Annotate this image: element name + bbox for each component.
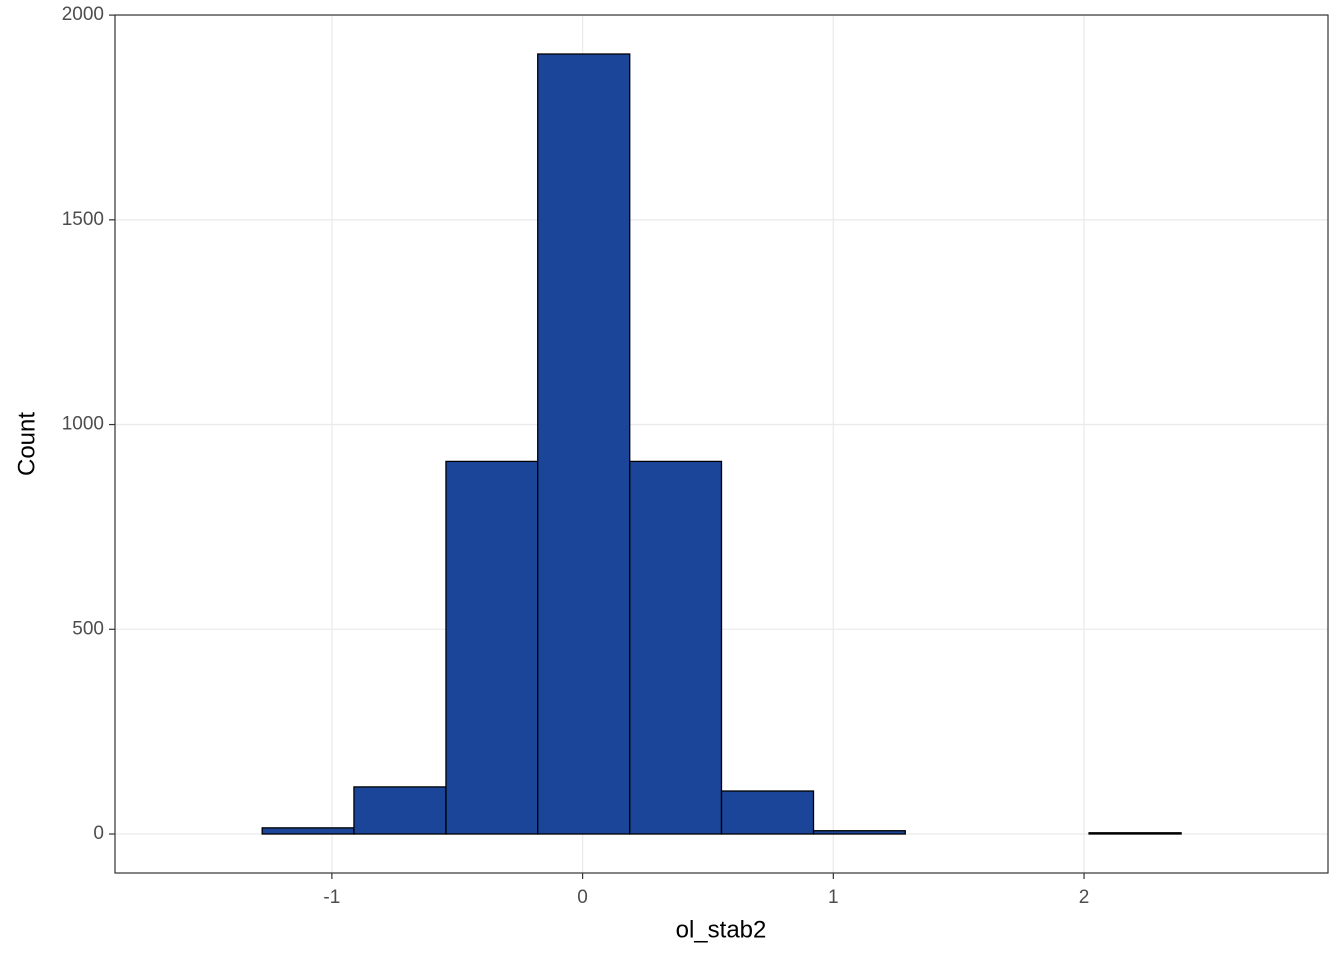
bar xyxy=(537,53,631,835)
axes: 0 500 1000 1500 2000 -1 0 1 2 xyxy=(62,4,1090,908)
y-tick-label: 1500 xyxy=(62,209,104,230)
bar xyxy=(720,790,815,835)
x-axis-title: ol_stab2 xyxy=(676,916,767,943)
bar xyxy=(353,786,447,835)
y-tick-label: 500 xyxy=(72,618,104,639)
y-tick-label: 2000 xyxy=(62,4,104,25)
y-tick-label: 0 xyxy=(93,823,104,844)
x-tick-label: 1 xyxy=(828,887,839,908)
y-axis-title: Count xyxy=(13,412,40,476)
x-tick-label: -1 xyxy=(323,887,340,908)
bar xyxy=(445,460,539,835)
bar xyxy=(261,827,355,835)
y-tick-label: 1000 xyxy=(62,414,104,435)
bars xyxy=(261,53,1182,835)
panel-border xyxy=(114,14,1329,874)
x-tick-label: 0 xyxy=(577,887,588,908)
x-tick-label: 2 xyxy=(1079,887,1090,908)
bar xyxy=(1088,832,1182,835)
bar xyxy=(812,830,906,835)
bar xyxy=(629,460,723,835)
